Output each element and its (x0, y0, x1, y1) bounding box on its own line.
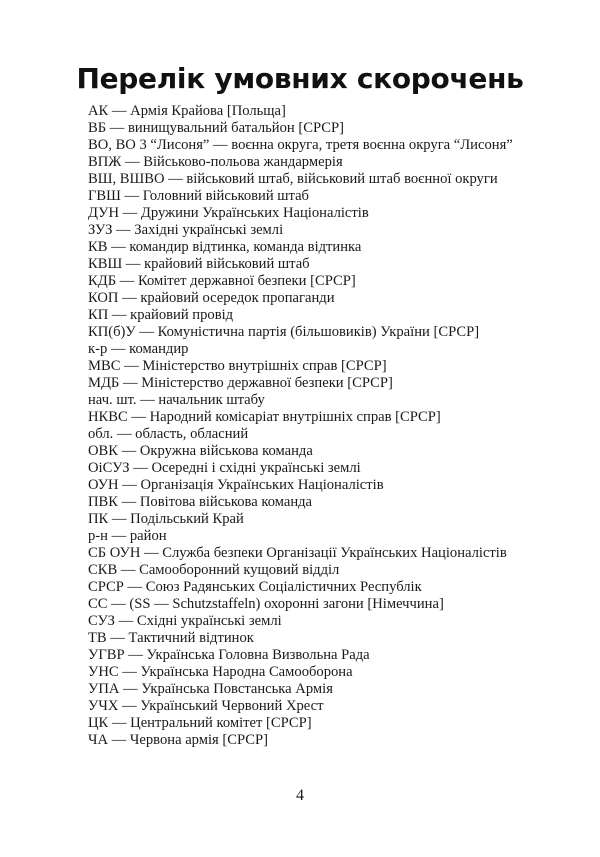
abbreviation-entry: ЧА — Червона армія [СРСР] (88, 732, 268, 748)
abbreviation-entry: МВС — Міністерство внутрішніх справ [СРС… (88, 358, 387, 374)
abbreviation-entry: ВО, ВО 3 “Лисоня” — воєнна округа, третя… (88, 137, 513, 153)
abbreviation-entry: КП — крайовий провід (88, 307, 234, 323)
abbreviation-entry: ВШ, ВШВО — військовий штаб, військовий ш… (88, 171, 498, 187)
abbreviation-entry: ПК — Подільський Край (88, 511, 244, 527)
abbreviation-entry: ОВК — Окружна військова команда (88, 443, 313, 459)
abbreviation-entry: КВ — командир відтинка, команда відтинка (88, 239, 362, 255)
abbreviation-entry: КП(б)У — Комуністична партія (більшовикі… (88, 324, 480, 340)
abbreviation-entry: СУЗ — Східні українські землі (88, 613, 282, 629)
abbreviation-entry: ВПЖ — Військово-польова жандармерія (88, 154, 343, 170)
page-number: 4 (296, 787, 304, 804)
abbreviation-entry: ТВ — Тактичний відтинок (88, 630, 254, 646)
abbreviation-entry: ВБ — винищувальний батальйон [СРСР] (88, 120, 344, 136)
page-title: Перелік умовних скорочень (76, 62, 524, 95)
abbreviation-entry: СС — (SS — Schutzstaffeln) охоронні заго… (88, 596, 444, 612)
abbreviation-entry: СБ ОУН — Служба безпеки Організації Укра… (88, 545, 507, 561)
abbreviation-entry: УГВР — Українська Головна Визвольна Рада (88, 647, 370, 663)
abbreviation-entry: МДБ — Міністерство державної безпеки [СР… (88, 375, 393, 391)
abbreviation-entry: НКВС — Народний комісаріат внутрішніх сп… (88, 409, 441, 425)
abbreviation-entry: нач. шт. — начальник штабу (88, 392, 265, 408)
abbreviation-entry: ЦК — Центральний комітет [СРСР] (88, 715, 312, 731)
abbreviation-entry: р-н — район (88, 528, 167, 544)
abbreviation-entry: СРСР — Союз Радянських Соціалістичних Ре… (88, 579, 422, 595)
abbreviation-entry: ПВК — Повітова військова команда (88, 494, 313, 510)
abbreviation-entry: УЧХ — Український Червоний Хрест (88, 698, 324, 714)
abbreviation-entry: УПА — Українська Повстанська Армія (88, 681, 333, 697)
abbreviation-entry: к-р — командир (88, 341, 189, 357)
abbreviation-entry: ОУН — Організація Українських Націоналіс… (88, 477, 384, 493)
abbreviation-entry: КВШ — крайовий військовий штаб (88, 256, 310, 272)
abbreviation-entry: КДБ — Комітет державної безпеки [СРСР] (88, 273, 356, 289)
abbreviation-entry: ГВШ — Головний військовий штаб (88, 188, 309, 204)
abbreviation-entry: КОП — крайовий осередок пропаганди (88, 290, 335, 306)
abbreviation-entry: СКВ — Самооборонний кущовий відділ (88, 562, 340, 578)
abbreviation-entry: ДУН — Дружини Українських Націоналістів (88, 205, 369, 221)
abbreviation-entry: УНС — Українська Народна Самооборона (88, 664, 353, 680)
abbreviation-entry: ЗУЗ — Західні українські землі (88, 222, 284, 238)
abbreviation-entry: АК — Армія Крайова [Польща] (88, 103, 286, 119)
abbreviation-entry: обл. — область, обласний (88, 426, 249, 442)
abbreviation-list: АК — Армія Крайова [Польща] ВБ — винищува… (88, 103, 513, 749)
abbreviation-entry: ОіСУЗ — Осередні і східні українські зем… (88, 460, 361, 476)
